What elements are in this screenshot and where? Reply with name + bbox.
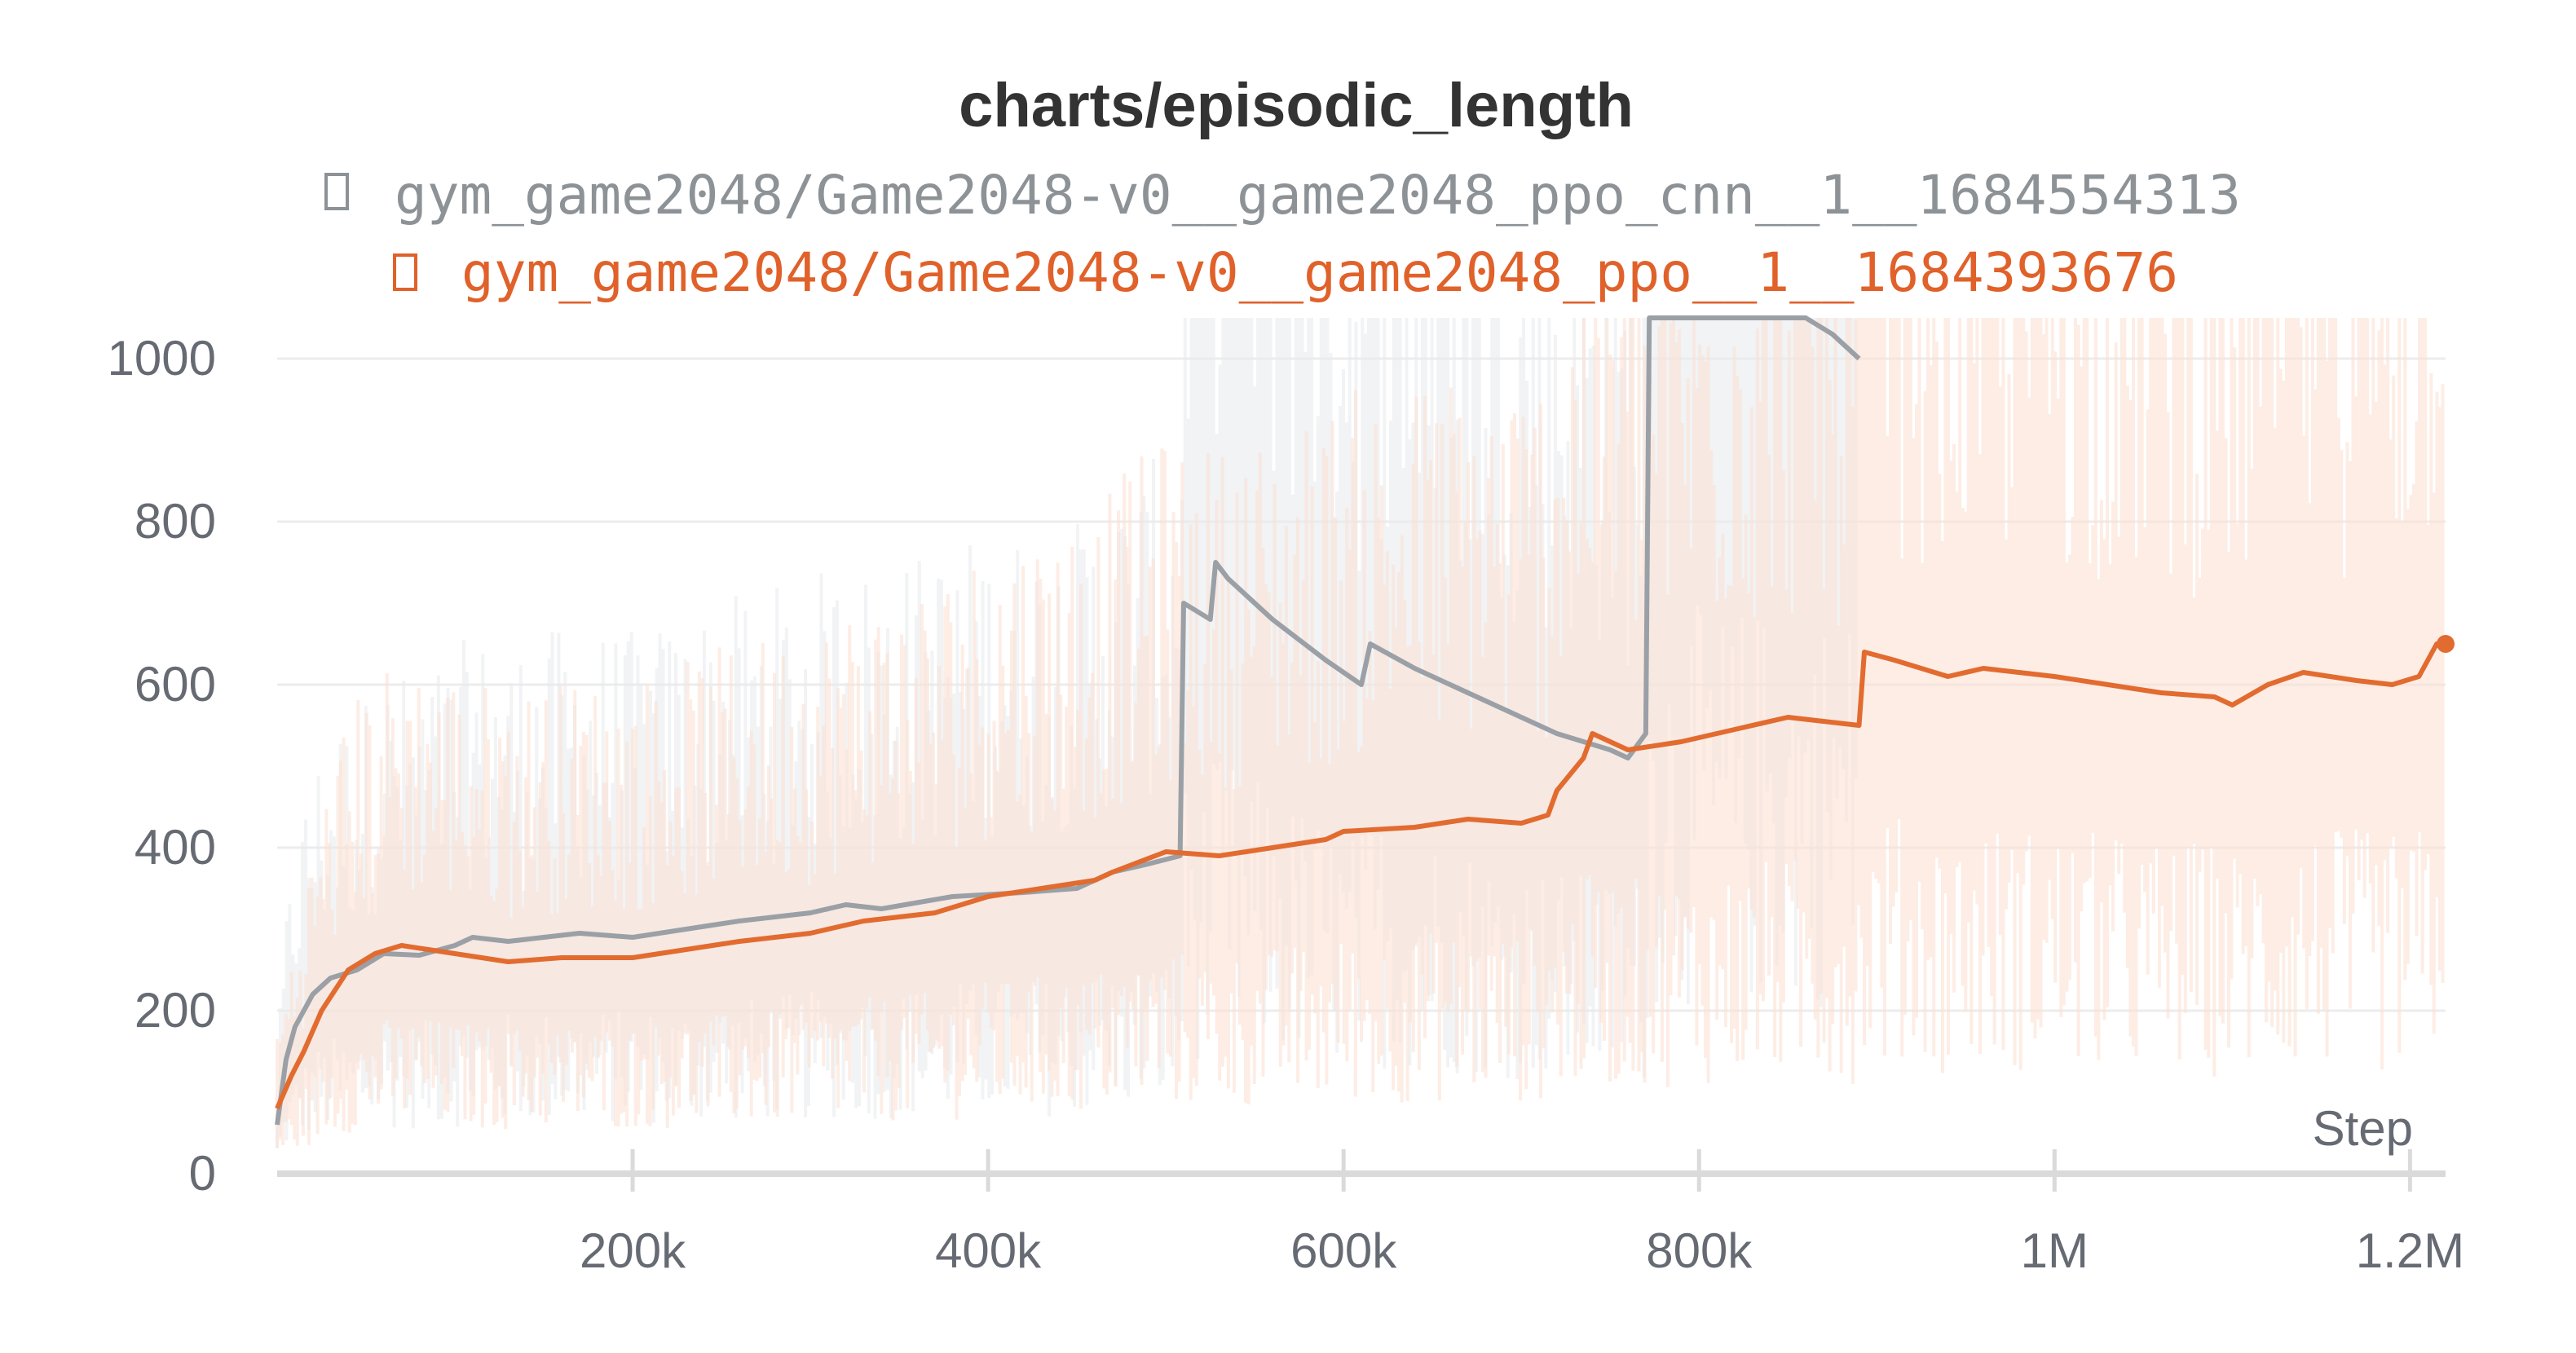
series-lines: [275, 315, 2455, 1126]
x-tick-labels: 200k 400k 600k 800k 1M 1.2M: [580, 1223, 2464, 1278]
y-tick-label-4: 800: [135, 494, 216, 549]
x-tick-label-4: 1M: [2021, 1223, 2089, 1278]
x-tick-label-2: 600k: [1290, 1223, 1397, 1278]
legend: gym_game2048/Game2048-v0__game2048_ppo_c…: [324, 164, 2241, 304]
raw-noise-band: [276, 318, 2445, 1148]
y-tick-label-0: 0: [189, 1146, 216, 1201]
x-axis-label: Step: [2313, 1101, 2413, 1156]
series-line-1: [275, 641, 2446, 1110]
legend-swatch-0: [324, 173, 349, 210]
chart-title: charts/episodic_length: [959, 71, 1634, 140]
axes: [277, 1149, 2446, 1192]
legend-swatch-1: [393, 253, 417, 291]
series-end-marker-1: [2437, 635, 2455, 653]
y-tick-labels: 0 200 400 600 800 1000: [108, 331, 216, 1201]
y-tick-label-3: 600: [135, 657, 216, 712]
y-tick-label-5: 1000: [108, 331, 216, 386]
y-tick-label-2: 400: [135, 820, 216, 875]
legend-label-0: gym_game2048/Game2048-v0__game2048_ppo_c…: [395, 164, 2241, 227]
y-tick-label-1: 200: [135, 983, 216, 1038]
noise-band-1: [276, 318, 2445, 1148]
x-tick-label-1: 400k: [935, 1223, 1042, 1278]
x-tick-label-5: 1.2M: [2356, 1223, 2464, 1278]
x-tick-label-0: 200k: [580, 1223, 686, 1278]
legend-label-1: gym_game2048/Game2048-v0__game2048_ppo__…: [461, 241, 2178, 304]
x-tick-label-3: 800k: [1646, 1223, 1753, 1278]
